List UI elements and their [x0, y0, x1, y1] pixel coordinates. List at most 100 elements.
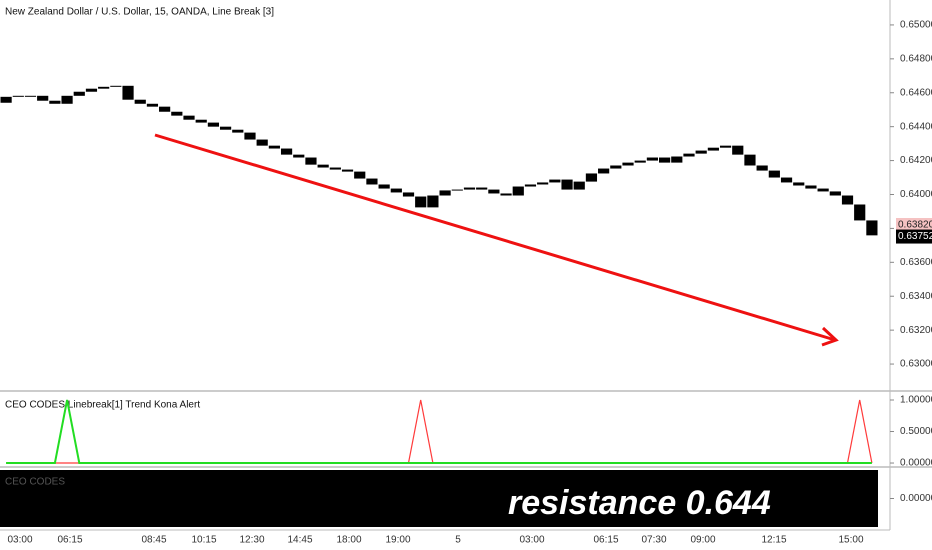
brick [49, 100, 61, 104]
brick [829, 191, 841, 196]
brick [171, 111, 183, 116]
brick [293, 154, 305, 158]
brick [317, 164, 329, 168]
x-tick-label: 18:00 [336, 535, 361, 546]
brick [354, 171, 366, 179]
brick [854, 204, 866, 221]
brick [110, 85, 122, 87]
brick [768, 170, 780, 178]
indicator-line [6, 399, 872, 464]
brick [756, 165, 768, 171]
annotation: resistance 0.644 [508, 484, 771, 522]
brick [695, 150, 707, 154]
main-title: New Zealand Dollar / U.S. Dollar, 15, OA… [5, 7, 274, 18]
brick [537, 182, 549, 185]
brick [378, 184, 390, 189]
brick [12, 95, 24, 97]
panel-separators [0, 0, 932, 531]
price-label-box [896, 218, 932, 233]
x-tick-label: 14:45 [287, 535, 312, 546]
x-tick-label: 15:00 [838, 535, 863, 546]
x-tick-label: 12:30 [239, 535, 264, 546]
brick [98, 86, 110, 89]
brick [610, 165, 622, 169]
x-tick-label: 10:15 [191, 535, 216, 546]
brick [646, 157, 658, 161]
brick [476, 187, 488, 190]
indicator-title: CEO CODES Linebreak[1] Trend Kona Alert [5, 400, 200, 411]
brick [427, 195, 439, 208]
brick [707, 147, 719, 151]
brick [244, 132, 256, 140]
brick [402, 192, 415, 197]
brick [159, 106, 171, 112]
trend-arrow-head [821, 326, 839, 347]
brick [122, 85, 134, 100]
brick [366, 178, 378, 185]
brick [61, 95, 73, 104]
brick [719, 145, 732, 148]
brick [390, 188, 402, 193]
brick [622, 162, 634, 166]
brick [463, 187, 476, 190]
x-tick-label: 19:00 [385, 535, 410, 546]
brick [744, 154, 756, 166]
price-label: 0.63820 [898, 220, 932, 231]
brick [341, 169, 354, 172]
brick [24, 95, 37, 97]
x-tick-label: 09:00 [690, 535, 715, 546]
brick [329, 167, 341, 170]
brick [439, 190, 451, 196]
brick [732, 145, 744, 155]
brick [793, 182, 805, 186]
brick [134, 99, 146, 104]
brick [573, 181, 585, 190]
brick [500, 193, 512, 196]
x-tick-label: 06:15 [593, 535, 618, 546]
brick [183, 115, 195, 120]
brick [805, 185, 817, 189]
brick [0, 96, 12, 103]
brick [488, 189, 500, 194]
x-tick-label: 03:00 [7, 535, 32, 546]
ceo-panel-title: CEO CODES [5, 477, 65, 488]
brick [671, 156, 683, 163]
brick [659, 157, 671, 163]
x-tick-label: 03:00 [519, 535, 544, 546]
brick [195, 119, 207, 123]
brick [232, 129, 244, 133]
brick [451, 189, 463, 191]
x-tick-label: 5 [455, 535, 461, 546]
brick [780, 177, 793, 183]
brick [598, 168, 610, 174]
brick [549, 179, 561, 183]
price-label-box [896, 229, 932, 244]
brick [85, 88, 98, 92]
brick [146, 103, 159, 107]
brick [866, 220, 878, 236]
x-tick-label: 12:15 [761, 535, 786, 546]
brick [305, 157, 317, 165]
brick [280, 148, 293, 155]
brick [207, 122, 219, 127]
trend-arrow [154, 133, 836, 342]
brick [512, 186, 524, 196]
ceo-panel-band [0, 470, 878, 527]
brick [561, 179, 573, 190]
brick [524, 184, 537, 187]
price-label: 0.63752 [898, 231, 932, 242]
